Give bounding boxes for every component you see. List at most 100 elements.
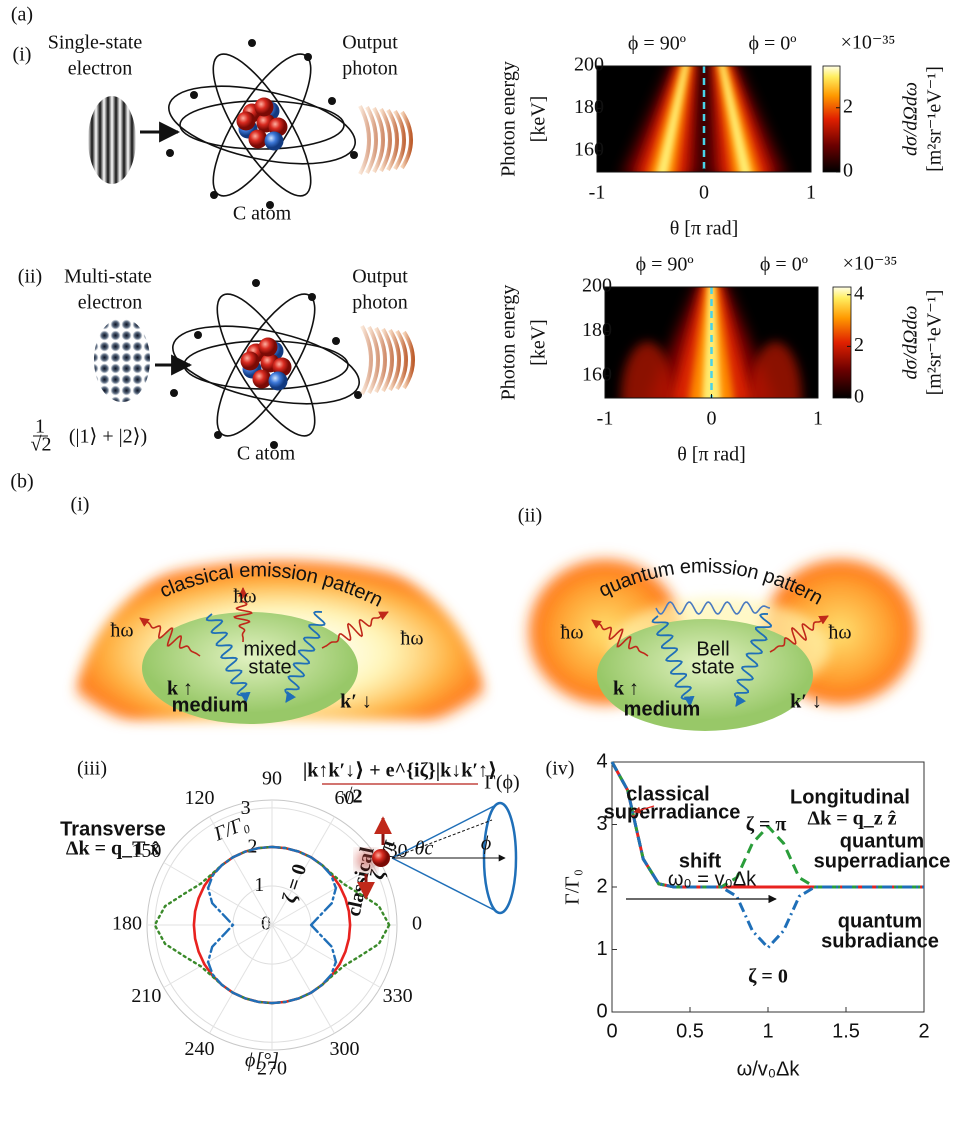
electron-wave <box>88 96 136 184</box>
colorbar-tick-label: 4 <box>854 282 864 304</box>
theta-axis-label: ϕ[°] <box>245 1050 279 1072</box>
y-axis-label: [keV] <box>528 96 550 143</box>
x-tick-label: -1 <box>589 182 606 204</box>
momentum-label: k′ ↓ <box>790 691 822 713</box>
annotation: Δk = q_T x̂ <box>66 838 160 860</box>
y-tick-label: 180 <box>582 319 612 341</box>
photon-label: ħω <box>400 628 423 650</box>
y-tick-label: 1 <box>596 938 607 960</box>
colorbar <box>823 66 840 172</box>
label: C atom <box>233 203 292 225</box>
annotation: ϕ = 90º <box>628 33 686 55</box>
annotation: ζ = π <box>746 814 787 836</box>
electron-dot <box>350 151 358 159</box>
theta-tick-label: 90 <box>262 768 282 790</box>
inset-particle <box>372 849 390 867</box>
electron-dot <box>166 149 174 157</box>
annotation: Longitudinal <box>790 786 910 808</box>
nucleon <box>265 132 284 151</box>
electron-dot <box>190 91 198 99</box>
label: electron <box>78 292 142 314</box>
electron-dot <box>170 389 178 397</box>
label: photon <box>352 292 408 314</box>
inset-formula: |k↑k′↓⟩ + e^{iζ}|k↓k′↑⟩ <box>303 760 497 782</box>
annotation: ϕ = 0º <box>760 254 808 276</box>
photon-label: ħω <box>828 622 851 644</box>
grid-spoke <box>272 925 380 988</box>
annotation: subradiance <box>821 930 939 952</box>
colorbar-label: dσ/dΩdω <box>900 82 922 156</box>
state-label: state <box>691 656 734 678</box>
nucleon <box>255 98 274 117</box>
y-axis-label: Photon energy <box>498 61 520 177</box>
inset-label: θc <box>415 838 434 860</box>
label: (i) <box>13 44 32 66</box>
label: (iii) <box>77 758 107 780</box>
annotation: ζ = 0 <box>748 966 788 988</box>
annotation: superradiance <box>814 850 951 872</box>
x-tick-label: 0 <box>606 1020 617 1042</box>
colorbar-tick-label: 0 <box>854 386 864 408</box>
y-axis-label: [keV] <box>528 319 550 366</box>
nucleon <box>237 112 256 131</box>
medium-label: medium <box>172 694 249 716</box>
nucleon <box>241 352 260 371</box>
cone-ray <box>392 820 492 858</box>
theta-tick-label: 240 <box>185 1038 215 1060</box>
theta-tick-label: 210 <box>131 985 161 1007</box>
theta-tick-label: 300 <box>330 1038 360 1060</box>
label: (i) <box>71 494 90 516</box>
r-axis-label: Γ/Γ₀ <box>210 812 252 846</box>
x-tick-label: 0.5 <box>676 1020 704 1042</box>
y-tick-label: 160 <box>582 363 612 385</box>
label: √2 <box>31 434 52 456</box>
colorbar-tick-label: 2 <box>843 95 853 117</box>
colorbar-tick-label: 2 <box>854 334 864 356</box>
electron-dot <box>210 191 218 199</box>
label: (ii) <box>518 505 542 527</box>
y-tick-label: 200 <box>574 54 604 76</box>
y-axis-label: Γ/Γ₀ <box>562 869 584 905</box>
momentum-label: k′ ↓ <box>340 691 372 713</box>
atom <box>166 279 366 449</box>
electron-dot <box>214 431 222 439</box>
x-axis-label: θ [π rad] <box>677 444 746 466</box>
x-tick-label: 1 <box>813 408 823 430</box>
label: C atom <box>237 443 296 465</box>
state-label: state <box>248 656 291 678</box>
theta-tick-label: 330 <box>383 985 413 1007</box>
label: electron <box>68 58 132 80</box>
electron-dot <box>252 279 260 287</box>
annotation: quantum <box>838 910 922 932</box>
label: (ii) <box>18 266 42 288</box>
momentum-label: k ↑ <box>613 678 639 700</box>
x-axis-label: ω/v₀Δk <box>737 1058 801 1080</box>
label: (a) <box>11 4 33 26</box>
colorbar-tick-label: 0 <box>843 160 853 182</box>
colorbar-scale: ×10⁻³⁵ <box>843 253 898 275</box>
y-tick-label: 180 <box>574 96 604 118</box>
annotation: quantum <box>840 830 924 852</box>
theta-tick-label: 180 <box>112 913 142 935</box>
label: Multi-state <box>64 266 152 288</box>
electron-dot <box>332 337 340 345</box>
y-tick-label: 160 <box>574 138 604 160</box>
annotation: superradiance <box>604 801 741 823</box>
figure: (a) (i) Single-state electron Output photon C … <box>0 0 954 1133</box>
atom <box>162 39 362 209</box>
inset-label: ϕ <box>481 833 491 855</box>
x-tick-label: 1.5 <box>832 1020 860 1042</box>
x-tick-label: 2 <box>918 1020 929 1042</box>
x-tick-label: 1 <box>762 1020 773 1042</box>
electron-dot <box>248 39 256 47</box>
colorbar <box>833 287 851 398</box>
label: Single-state <box>48 32 143 54</box>
nucleon <box>259 338 278 357</box>
x-tick-label: 0 <box>707 408 717 430</box>
y-tick-label: 4 <box>596 750 607 772</box>
annotation: Δk = q_z ẑ <box>808 808 897 830</box>
photon-label: ħω <box>110 620 133 642</box>
curve-label: ζ = 0 <box>278 861 311 906</box>
label: Output <box>342 32 398 54</box>
electron-dot <box>194 331 202 339</box>
